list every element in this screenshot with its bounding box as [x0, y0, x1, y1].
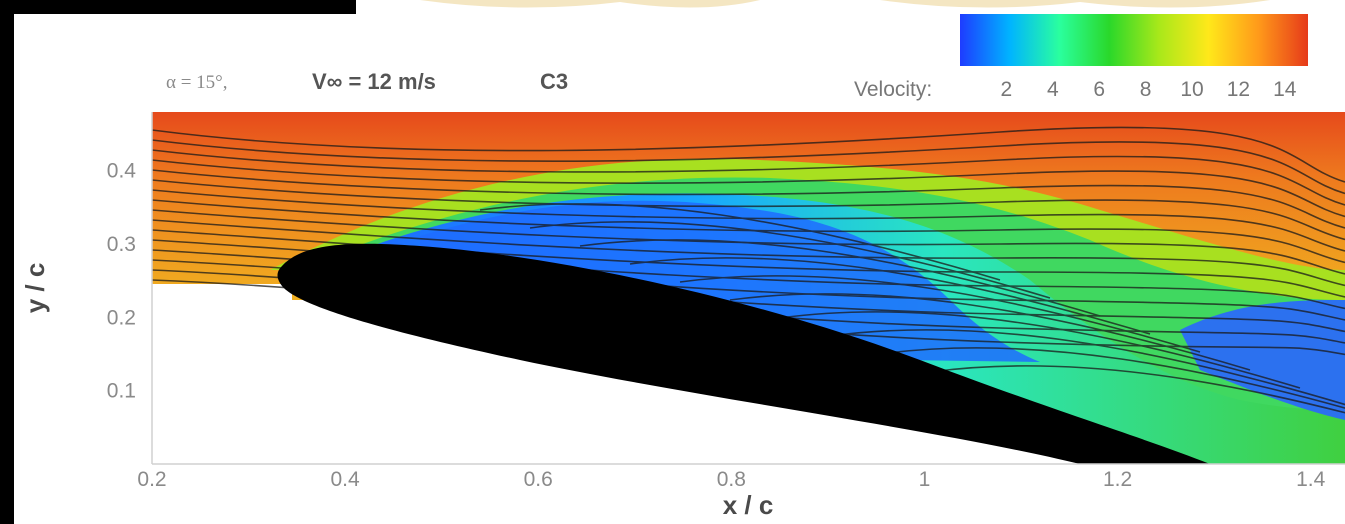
streamline [152, 189, 1345, 252]
y-tick-label: 0.2 [107, 306, 136, 329]
y-tick-label: 0.3 [107, 233, 136, 256]
streamline [152, 126, 1345, 183]
case-label: C3 [540, 69, 568, 94]
x-tick-label: 0.6 [524, 468, 553, 491]
streamline [152, 149, 1345, 206]
streamline [152, 209, 1345, 275]
wake-streamline [779, 311, 1301, 389]
colorbar-tick-label: 12 [1227, 78, 1250, 101]
top-decoration-right [880, 0, 1270, 8]
velocity-condition-label: V∞ = 12 m/s [312, 69, 436, 94]
y-tick-labels: 0.1 0.2 0.3 0.4 [107, 160, 137, 403]
wake-streamline [679, 275, 1201, 353]
streamline [152, 139, 1345, 195]
x-tick-label: 0.2 [137, 468, 166, 491]
x-tick-label: 1.2 [1103, 468, 1132, 491]
wake-streamline [929, 365, 1345, 414]
wake-streamline [729, 293, 1251, 371]
wake-streamline [579, 239, 1101, 317]
image-border-top [0, 0, 356, 14]
streamline [152, 159, 1345, 218]
wake-streamline [529, 221, 1051, 299]
streamline [152, 199, 1345, 264]
streamline [152, 219, 1345, 287]
x-tick-label: 0.8 [717, 468, 746, 491]
streamline [152, 169, 1345, 229]
colorbar-label: Velocity: [854, 78, 932, 101]
wake-streamline [629, 257, 1151, 335]
wake-vortex [1180, 300, 1345, 420]
colorbar-tick-label: 6 [1093, 78, 1105, 101]
x-axis-title: x / c [723, 490, 774, 520]
x-tick-label: 1.4 [1296, 468, 1326, 491]
colorbar-tick-labels: 2 4 6 8 10 12 14 [1001, 78, 1297, 101]
y-tick-label: 0.1 [107, 380, 136, 403]
colorbar-tick-label: 10 [1180, 78, 1203, 101]
y-tick-label: 0.4 [107, 160, 137, 183]
streamline [152, 179, 1345, 241]
colorbar-tick-label: 14 [1273, 78, 1297, 101]
wake-streamline [479, 203, 1001, 281]
angle-label: α = 15°, [166, 72, 228, 93]
colorbar-tick-label: 4 [1047, 78, 1059, 101]
y-axis-title: y / c [20, 263, 50, 314]
colorbar [960, 14, 1308, 66]
x-tick-label: 1 [919, 468, 931, 491]
x-tick-labels: 0.2 0.4 0.6 0.8 1 1.2 1.4 [137, 468, 1325, 491]
colorbar-tick-label: 2 [1001, 78, 1013, 101]
recirculation-core [420, 200, 1040, 362]
image-border-left [0, 0, 14, 524]
plot-field [152, 112, 1345, 464]
wake-streamline [879, 347, 1345, 409]
airfoil [277, 243, 1210, 464]
x-tick-label: 0.4 [331, 468, 361, 491]
wake-streamline [829, 329, 1345, 406]
top-decoration-left [420, 0, 760, 8]
colorbar-tick-label: 8 [1140, 78, 1152, 101]
masked-region [152, 284, 292, 464]
